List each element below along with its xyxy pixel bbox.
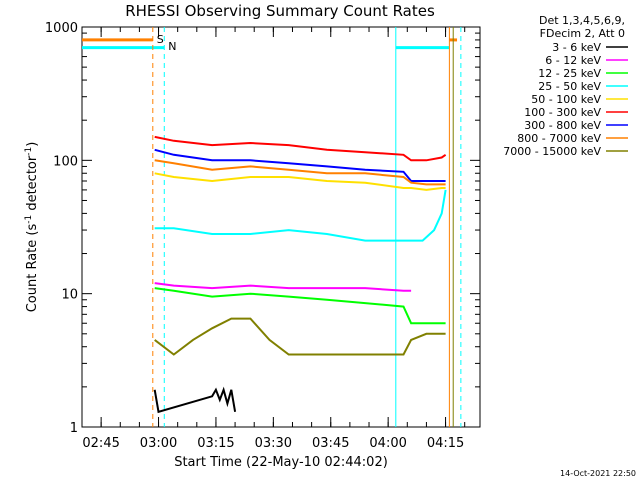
x-tick-label: 03:30	[255, 436, 292, 451]
series-line-7	[154, 159, 446, 186]
legend: Det 1,3,4,5,6,9, FDecim 2, Att 0 3 - 6 k…	[503, 14, 628, 158]
footer-date: 14-Oct-2021 22:50	[560, 469, 636, 478]
x-tick-label: 04:15	[427, 436, 464, 451]
flag-label: S	[157, 33, 164, 46]
legend-entry-label: 3 - 6 keV	[552, 41, 601, 54]
legend-header-line1: Det 1,3,4,5,6,9,	[539, 14, 625, 27]
flag-label: N	[168, 40, 176, 53]
y-axis-label-sup1: -1	[24, 215, 34, 224]
legend-header-line2: FDecim 2, Att 0	[540, 27, 625, 40]
y-axis-label-part3: )	[25, 142, 40, 147]
legend-entry-label: 12 - 25 keV	[538, 67, 601, 80]
legend-entry-label: 7000 - 15000 keV	[503, 145, 601, 158]
y-tick-label: 1	[70, 421, 78, 436]
series-line-4	[154, 172, 446, 191]
plot-area: SN	[81, 26, 481, 428]
y-tick-label: 1000	[45, 21, 78, 36]
legend-entry-label: 100 - 300 keV	[524, 106, 601, 119]
x-axis-label: Start Time (22-May-10 02:44:02)	[174, 455, 388, 470]
y-tick-label: 10	[61, 288, 78, 303]
x-tick-label: 03:15	[197, 436, 234, 451]
y-axis-label-part1: Count Rate (s	[25, 224, 40, 313]
legend-entry-label: 800 - 7000 keV	[517, 132, 601, 145]
plot-frame	[81, 26, 481, 428]
series-line-5	[154, 135, 447, 162]
y-axis-label-part2: detector	[25, 155, 40, 215]
legend-entry-label: 300 - 800 keV	[524, 119, 601, 132]
x-axis: 02:45 03:00 03:15 03:30 03:45 04:00 04:15 Star…	[82, 436, 464, 470]
y-tick-labels: 1 10 100 1000	[45, 21, 78, 436]
x-tick-label: 04:00	[369, 436, 406, 451]
series-line-6	[154, 148, 446, 182]
x-tick-label: 02:45	[82, 436, 119, 451]
x-tick-labels: 02:45 03:00 03:15 03:30 03:45 04:00 04:15	[82, 436, 464, 451]
y-axis-label-sup2: -1	[24, 147, 34, 156]
flag-labels: SN	[157, 33, 177, 53]
legend-entry-label: 6 - 12 keV	[545, 54, 601, 67]
y-tick-label: 100	[53, 154, 78, 169]
series-line-8	[154, 317, 446, 356]
y-axis-label: Count Rate (s-1 detector-1)	[24, 142, 40, 313]
series-line-2	[154, 287, 446, 325]
x-tick-label: 03:00	[140, 436, 177, 451]
legend-entry-label: 25 - 50 keV	[538, 80, 601, 93]
legend-entry-label: 50 - 100 keV	[531, 93, 601, 106]
x-tick-label: 03:45	[312, 436, 349, 451]
series-line-3	[154, 189, 447, 242]
series-line-0	[153, 386, 237, 414]
series-lines	[153, 135, 447, 414]
chart-title: RHESSI Observing Summary Count Rates	[125, 2, 435, 20]
flag-lines	[82, 38, 458, 50]
series-line-1	[154, 282, 412, 292]
vertical-marker-lines	[152, 27, 462, 427]
axis-ticks	[81, 27, 480, 428]
